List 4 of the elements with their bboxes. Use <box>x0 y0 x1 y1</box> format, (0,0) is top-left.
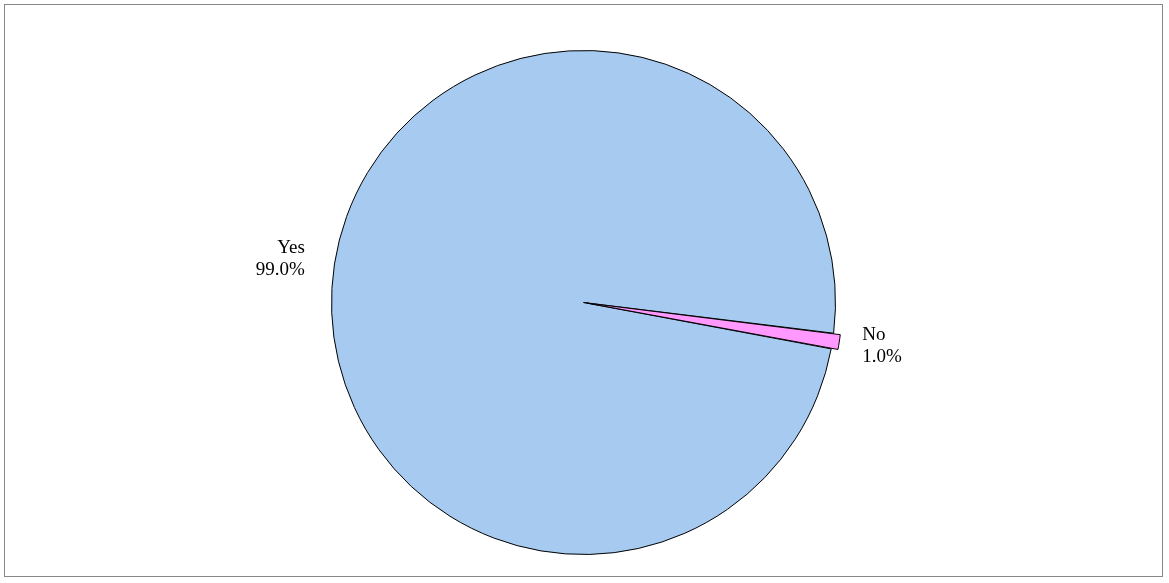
slice-label: No <box>862 322 886 344</box>
data-label: 1.0% <box>862 344 902 366</box>
data-label: 99.0% <box>255 258 305 280</box>
slice-label: Yes <box>277 236 305 258</box>
